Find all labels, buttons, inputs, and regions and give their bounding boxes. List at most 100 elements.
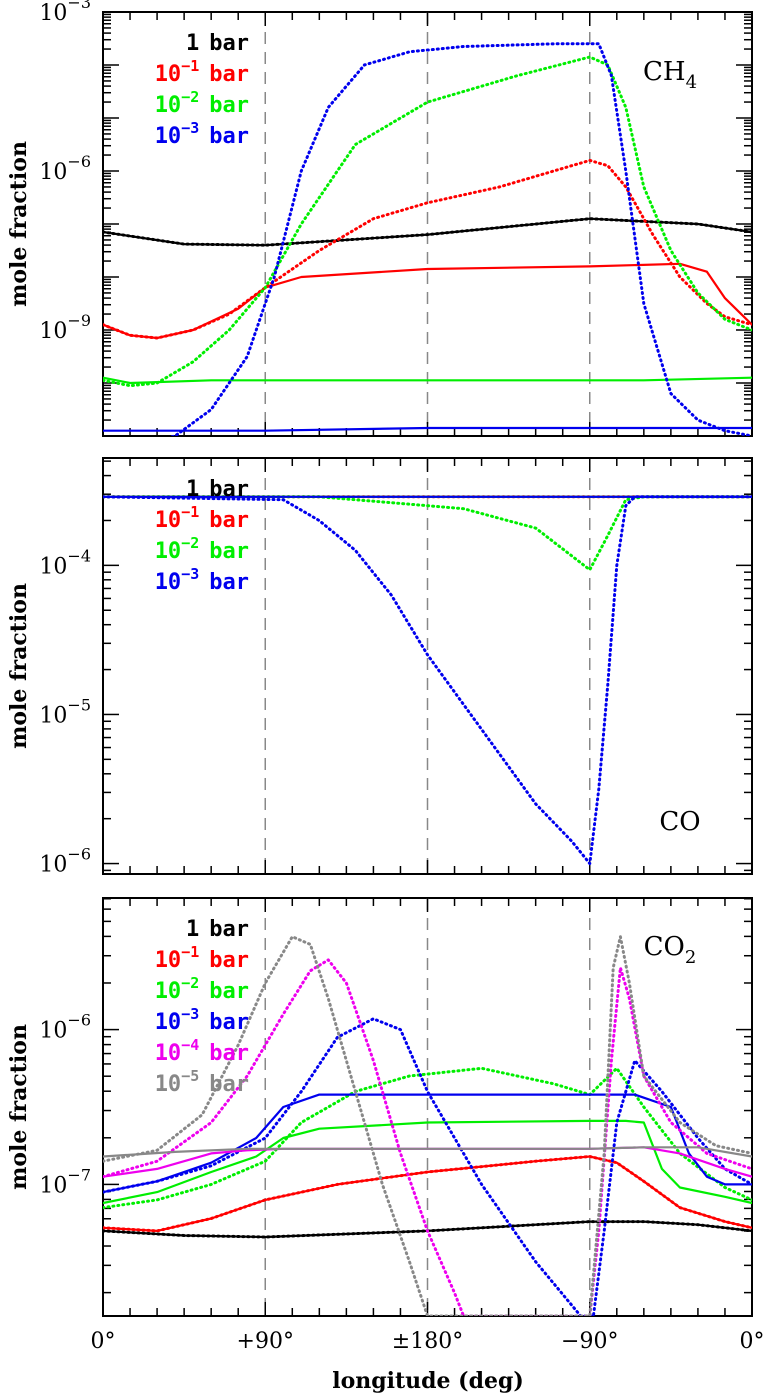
legend-unit: bar: [209, 1041, 249, 1066]
legend-unit: bar: [209, 1072, 249, 1097]
series-10-3-bar-dotted: [168, 42, 752, 436]
legend-entry: 10−2 bar: [155, 88, 249, 118]
legend-entry: 10−2 bar: [155, 974, 249, 1004]
legend-entry: 10−3 bar: [155, 119, 249, 149]
y-tick-label: 10−3: [39, 0, 91, 26]
legend-exponent: −1: [181, 943, 199, 961]
x-tick-label: 0°: [740, 1329, 764, 1354]
series-10-3-bar-solid: [103, 426, 752, 432]
y-tick-label: 10−7: [39, 1165, 91, 1198]
legend-entry: 1 bar: [186, 31, 249, 56]
legend-entry: 10−3 bar: [155, 1005, 249, 1035]
legend-base: 1: [186, 31, 199, 56]
x-axis-label: longitude (deg): [332, 1368, 524, 1393]
legend-unit: bar: [209, 539, 249, 564]
y-axis-label: mole fraction: [6, 141, 32, 307]
legend-unit: bar: [209, 570, 249, 595]
legend-entry: 10−1 bar: [155, 943, 249, 973]
y-tick-exponent: −6: [67, 845, 91, 864]
y-tick-exponent: −5: [67, 695, 91, 714]
y-tick-exponent: −7: [67, 1165, 91, 1184]
legend-base: 10: [155, 1072, 182, 1097]
series-group: [103, 935, 752, 1316]
species-name: CO: [644, 932, 685, 962]
series-10-5-bar-solid: [103, 1146, 752, 1158]
legend-entry: 1 bar: [186, 917, 249, 942]
series-10-5-bar-dotted: [103, 935, 752, 1316]
y-tick-label: 10−4: [39, 546, 91, 579]
y-tick-label: 10−6: [39, 1011, 91, 1044]
y-tick-exponent: −6: [67, 1011, 91, 1030]
legend-entry: 10−1 bar: [155, 57, 249, 87]
y-tick-exponent: −4: [67, 546, 91, 565]
series-group: [103, 42, 752, 436]
legend-exponent: −5: [181, 1067, 199, 1085]
legend-exponent: −2: [181, 534, 199, 552]
legend-unit: bar: [209, 948, 249, 973]
legend-entry: 10−5 bar: [155, 1067, 249, 1097]
series-10-2-bar-solid: [103, 1119, 752, 1205]
y-tick-exponent: −6: [67, 152, 91, 171]
species-name: CH: [643, 57, 686, 87]
legend-base: 10: [155, 124, 182, 149]
series-10-2-bar-solid: [103, 376, 752, 385]
y-tick-label: 10−6: [39, 152, 91, 185]
x-tick-label: ±180°: [392, 1329, 463, 1354]
legend-unit: bar: [209, 124, 249, 149]
series-group: [103, 495, 752, 866]
legend-unit: bar: [209, 62, 249, 87]
species-label: CO2: [644, 932, 697, 968]
series-10-3-bar-dotted: [103, 495, 752, 866]
y-tick-label: 10−9: [39, 311, 91, 344]
legend-exponent: −3: [181, 565, 199, 583]
y-axis-label: mole fraction: [6, 583, 32, 749]
series-1-bar-dotted: [103, 1220, 752, 1239]
legend-base: 10: [155, 508, 182, 533]
legend-exponent: −3: [181, 1005, 199, 1023]
series-1-bar-dotted: [103, 217, 752, 247]
legend-base: 10: [155, 62, 182, 87]
species-label: CO: [659, 807, 700, 837]
series-10-3-bar-solid: [103, 1093, 752, 1194]
legend-entry: 10−4 bar: [155, 1036, 249, 1066]
legend-unit: bar: [209, 917, 249, 942]
legend-exponent: −2: [181, 974, 199, 992]
legend-base: 10: [155, 570, 182, 595]
legend-entry: 10−3 bar: [155, 565, 249, 595]
legend-base: 10: [155, 539, 182, 564]
legend-unit: bar: [209, 31, 249, 56]
legend-base: 10: [155, 1041, 182, 1066]
series-10-2-bar-dotted: [103, 495, 752, 572]
x-tick-label: 0°: [91, 1329, 116, 1354]
legend-exponent: −4: [181, 1036, 199, 1054]
y-tick-exponent: −9: [67, 311, 91, 330]
legend-unit: bar: [209, 1010, 249, 1035]
species-label: CH4: [643, 57, 697, 93]
species-subscript: 2: [685, 947, 696, 968]
legend-unit: bar: [209, 979, 249, 1004]
series-10-1-bar-dotted: [103, 158, 752, 340]
y-tick-exponent: −3: [67, 0, 91, 12]
x-tick-label: −90°: [561, 1329, 618, 1354]
legend-base: 1: [186, 477, 199, 502]
legend-base: 1: [186, 917, 199, 942]
legend-base: 10: [155, 1010, 182, 1035]
legend-base: 10: [155, 979, 182, 1004]
legend-unit: bar: [209, 477, 249, 502]
species-name: CO: [659, 807, 700, 837]
series-10-2-bar-dotted: [103, 55, 752, 388]
legend-base: 10: [155, 948, 182, 973]
legend-entry: 10−2 bar: [155, 534, 249, 564]
legend-exponent: −1: [181, 57, 199, 75]
legend-unit: bar: [209, 93, 249, 118]
legend-base: 10: [155, 93, 182, 118]
legend-entry: 10−1 bar: [155, 503, 249, 533]
legend-unit: bar: [209, 508, 249, 533]
legend-entry: 1 bar: [186, 477, 249, 502]
series-10-1-bar-dotted: [103, 1155, 752, 1233]
